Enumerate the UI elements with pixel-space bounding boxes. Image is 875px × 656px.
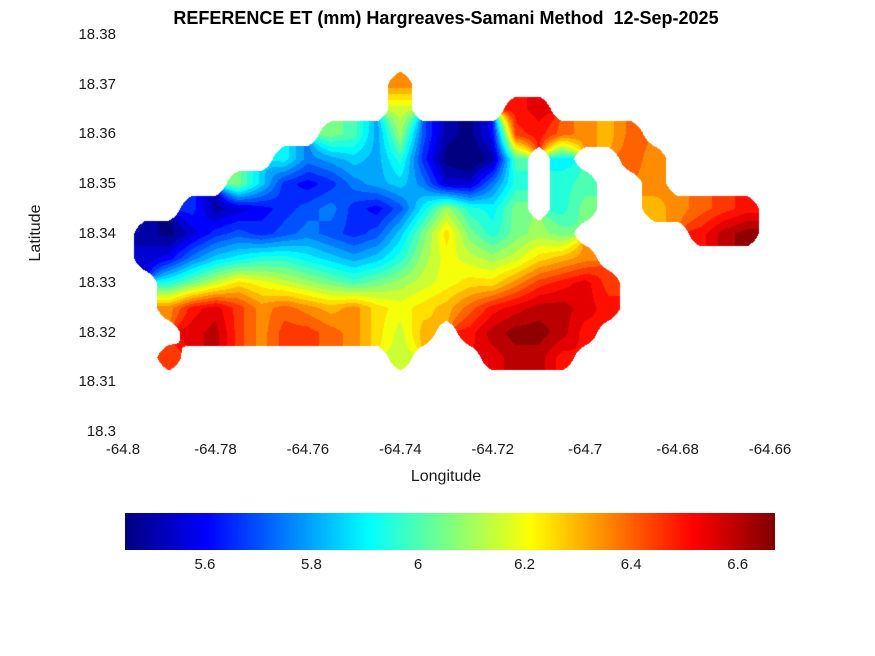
- contour-map-canvas: [123, 35, 770, 432]
- y-tick-label: 18.32: [78, 323, 116, 341]
- y-tick-label: 18.36: [78, 125, 116, 143]
- x-tick-label: -64.66: [748, 441, 792, 458]
- colorbar-tick-label: 6.6: [727, 556, 749, 573]
- y-tick-label: 18.3: [86, 423, 116, 440]
- colorbar-tick-label: 5.6: [194, 556, 216, 573]
- y-tick-label: 18.37: [78, 75, 116, 93]
- y-tick-label: 18.35: [78, 174, 116, 192]
- colorbar-tick-label: 5.8: [301, 556, 322, 573]
- x-axis-label: Longitude: [410, 468, 482, 485]
- x-tick-label: -64.74: [379, 441, 422, 458]
- y-tick-label: 18.31: [78, 373, 116, 391]
- y-tick-label: 18.33: [78, 274, 116, 292]
- y-tick-label: 18.38: [78, 26, 116, 43]
- colorbar-tick-label: 6.4: [620, 556, 642, 573]
- x-tick-label: -64.72: [471, 441, 514, 458]
- x-tick-label: -64.68: [656, 441, 699, 458]
- colorbar-tick-label: 6.2: [514, 556, 536, 573]
- x-tick-label: -64.78: [194, 441, 237, 458]
- y-tick-label: 18.34: [78, 224, 116, 242]
- x-tick-label: -64.8: [105, 441, 141, 458]
- colorbar: [125, 513, 775, 550]
- x-tick-label: -64.7: [568, 441, 603, 458]
- chart-title: REFERENCE ET (mm) Hargreaves-Samani Meth…: [173, 8, 719, 28]
- x-tick-label: -64.76: [286, 441, 330, 458]
- colorbar-tick-label: 6: [413, 556, 423, 573]
